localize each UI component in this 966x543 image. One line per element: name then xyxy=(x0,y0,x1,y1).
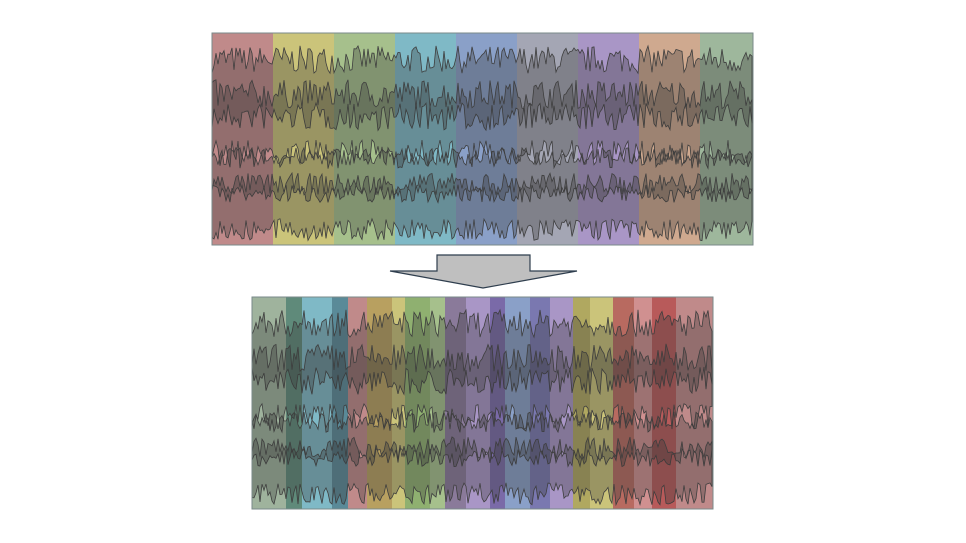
panel-border xyxy=(211,32,754,246)
color-segment xyxy=(700,33,753,245)
color-segment xyxy=(639,33,700,245)
color-segment xyxy=(405,297,430,509)
color-segment xyxy=(252,297,286,509)
color-segment xyxy=(212,33,273,245)
color-segment xyxy=(652,297,676,509)
color-segment xyxy=(634,297,652,509)
shuffled-signal-panel xyxy=(251,296,714,510)
color-segment xyxy=(466,297,490,509)
waveform xyxy=(251,436,713,507)
color-segment xyxy=(456,33,517,245)
waveform xyxy=(211,171,753,242)
panel-border xyxy=(251,296,714,510)
color-segment xyxy=(505,297,530,509)
color-segment xyxy=(613,297,634,509)
original-signal-panel xyxy=(211,32,754,246)
down-arrow xyxy=(389,254,578,289)
waveform xyxy=(251,343,713,434)
color-segment xyxy=(445,297,466,509)
color-segment xyxy=(430,297,445,509)
color-segment xyxy=(273,33,334,245)
color-segment xyxy=(367,297,392,509)
color-segment xyxy=(676,297,713,509)
color-segment xyxy=(578,33,639,245)
color-segment xyxy=(590,297,613,509)
color-segment xyxy=(573,297,590,509)
